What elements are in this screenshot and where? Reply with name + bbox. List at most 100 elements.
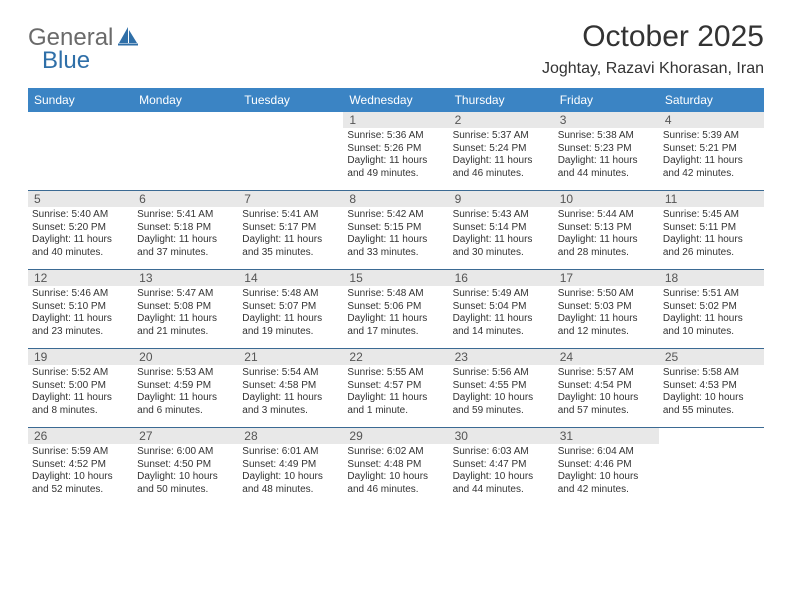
day-number: 6 (133, 191, 238, 207)
day-number: 30 (449, 428, 554, 444)
sunrise-text: Sunrise: 5:58 AM (663, 367, 760, 380)
daylight-text: Daylight: 10 hours and 59 minutes. (453, 392, 550, 417)
week-row: 5Sunrise: 5:40 AMSunset: 5:20 PMDaylight… (28, 190, 764, 269)
day-cell: 5Sunrise: 5:40 AMSunset: 5:20 PMDaylight… (28, 191, 133, 269)
daylight-text: Daylight: 10 hours and 55 minutes. (663, 392, 760, 417)
day-number: 25 (659, 349, 764, 365)
day-number: 29 (343, 428, 448, 444)
sunset-text: Sunset: 5:08 PM (137, 301, 234, 314)
sunrise-text: Sunrise: 5:45 AM (663, 209, 760, 222)
sunrise-text: Sunrise: 5:43 AM (453, 209, 550, 222)
day-content: Sunrise: 5:40 AMSunset: 5:20 PMDaylight:… (28, 207, 133, 263)
sunset-text: Sunset: 5:10 PM (32, 301, 129, 314)
sunrise-text: Sunrise: 5:48 AM (347, 288, 444, 301)
logo-text-blue: Blue (42, 47, 90, 75)
sunrise-text: Sunrise: 6:02 AM (347, 446, 444, 459)
sunset-text: Sunset: 5:15 PM (347, 222, 444, 235)
day-content: Sunrise: 5:57 AMSunset: 4:54 PMDaylight:… (554, 365, 659, 421)
title-block: October 2025 Joghtay, Razavi Khorasan, I… (542, 20, 764, 78)
sunrise-text: Sunrise: 6:00 AM (137, 446, 234, 459)
day-number: 19 (28, 349, 133, 365)
day-cell: 19Sunrise: 5:52 AMSunset: 5:00 PMDayligh… (28, 349, 133, 427)
day-content: Sunrise: 5:54 AMSunset: 4:58 PMDaylight:… (238, 365, 343, 421)
sunrise-text: Sunrise: 5:41 AM (137, 209, 234, 222)
day-content: Sunrise: 6:01 AMSunset: 4:49 PMDaylight:… (238, 444, 343, 500)
sunset-text: Sunset: 5:04 PM (453, 301, 550, 314)
daylight-text: Daylight: 11 hours and 12 minutes. (558, 313, 655, 338)
sunrise-text: Sunrise: 5:55 AM (347, 367, 444, 380)
daylight-text: Daylight: 11 hours and 14 minutes. (453, 313, 550, 338)
day-cell: 3Sunrise: 5:38 AMSunset: 5:23 PMDaylight… (554, 112, 659, 190)
sunrise-text: Sunrise: 5:50 AM (558, 288, 655, 301)
sunset-text: Sunset: 5:03 PM (558, 301, 655, 314)
day-number: 11 (659, 191, 764, 207)
day-cell: 4Sunrise: 5:39 AMSunset: 5:21 PMDaylight… (659, 112, 764, 190)
sunset-text: Sunset: 5:17 PM (242, 222, 339, 235)
day-number (238, 112, 343, 128)
day-number (133, 112, 238, 128)
sunset-text: Sunset: 4:48 PM (347, 459, 444, 472)
day-cell: 13Sunrise: 5:47 AMSunset: 5:08 PMDayligh… (133, 270, 238, 348)
day-number: 12 (28, 270, 133, 286)
day-number: 9 (449, 191, 554, 207)
week-row: 12Sunrise: 5:46 AMSunset: 5:10 PMDayligh… (28, 269, 764, 348)
day-number: 31 (554, 428, 659, 444)
sunrise-text: Sunrise: 5:47 AM (137, 288, 234, 301)
day-content: Sunrise: 5:38 AMSunset: 5:23 PMDaylight:… (554, 128, 659, 184)
sunrise-text: Sunrise: 5:37 AM (453, 130, 550, 143)
weekday-header: Tuesday (238, 88, 343, 112)
day-content: Sunrise: 5:53 AMSunset: 4:59 PMDaylight:… (133, 365, 238, 421)
weekday-header-row: Sunday Monday Tuesday Wednesday Thursday… (28, 88, 764, 112)
day-number: 17 (554, 270, 659, 286)
daylight-text: Daylight: 11 hours and 10 minutes. (663, 313, 760, 338)
daylight-text: Daylight: 11 hours and 26 minutes. (663, 234, 760, 259)
sunset-text: Sunset: 4:59 PM (137, 380, 234, 393)
day-content: Sunrise: 5:41 AMSunset: 5:18 PMDaylight:… (133, 207, 238, 263)
sunset-text: Sunset: 4:58 PM (242, 380, 339, 393)
day-cell: 22Sunrise: 5:55 AMSunset: 4:57 PMDayligh… (343, 349, 448, 427)
sunrise-text: Sunrise: 5:54 AM (242, 367, 339, 380)
sunset-text: Sunset: 5:24 PM (453, 143, 550, 156)
daylight-text: Daylight: 10 hours and 48 minutes. (242, 471, 339, 496)
sunrise-text: Sunrise: 6:04 AM (558, 446, 655, 459)
weekday-header: Friday (554, 88, 659, 112)
day-number: 14 (238, 270, 343, 286)
day-content: Sunrise: 5:36 AMSunset: 5:26 PMDaylight:… (343, 128, 448, 184)
sunset-text: Sunset: 5:13 PM (558, 222, 655, 235)
sunrise-text: Sunrise: 5:36 AM (347, 130, 444, 143)
daylight-text: Daylight: 10 hours and 57 minutes. (558, 392, 655, 417)
daylight-text: Daylight: 11 hours and 37 minutes. (137, 234, 234, 259)
day-number: 4 (659, 112, 764, 128)
daylight-text: Daylight: 10 hours and 52 minutes. (32, 471, 129, 496)
day-cell: 20Sunrise: 5:53 AMSunset: 4:59 PMDayligh… (133, 349, 238, 427)
day-cell: 31Sunrise: 6:04 AMSunset: 4:46 PMDayligh… (554, 428, 659, 506)
sunrise-text: Sunrise: 5:59 AM (32, 446, 129, 459)
day-cell: 8Sunrise: 5:42 AMSunset: 5:15 PMDaylight… (343, 191, 448, 269)
month-title: October 2025 (542, 20, 764, 54)
day-content: Sunrise: 5:46 AMSunset: 5:10 PMDaylight:… (28, 286, 133, 342)
day-content: Sunrise: 5:48 AMSunset: 5:06 PMDaylight:… (343, 286, 448, 342)
sunrise-text: Sunrise: 5:52 AM (32, 367, 129, 380)
day-cell: 26Sunrise: 5:59 AMSunset: 4:52 PMDayligh… (28, 428, 133, 506)
sunrise-text: Sunrise: 5:41 AM (242, 209, 339, 222)
sunset-text: Sunset: 5:06 PM (347, 301, 444, 314)
sunrise-text: Sunrise: 5:51 AM (663, 288, 760, 301)
daylight-text: Daylight: 10 hours and 50 minutes. (137, 471, 234, 496)
day-cell: 21Sunrise: 5:54 AMSunset: 4:58 PMDayligh… (238, 349, 343, 427)
daylight-text: Daylight: 11 hours and 1 minute. (347, 392, 444, 417)
weekday-header: Monday (133, 88, 238, 112)
sunset-text: Sunset: 5:07 PM (242, 301, 339, 314)
day-cell: 16Sunrise: 5:49 AMSunset: 5:04 PMDayligh… (449, 270, 554, 348)
day-number: 7 (238, 191, 343, 207)
day-content: Sunrise: 6:04 AMSunset: 4:46 PMDaylight:… (554, 444, 659, 500)
daylight-text: Daylight: 11 hours and 19 minutes. (242, 313, 339, 338)
day-cell (238, 112, 343, 190)
sunset-text: Sunset: 4:50 PM (137, 459, 234, 472)
day-number: 15 (343, 270, 448, 286)
day-cell (28, 112, 133, 190)
sunset-text: Sunset: 4:53 PM (663, 380, 760, 393)
day-cell: 30Sunrise: 6:03 AMSunset: 4:47 PMDayligh… (449, 428, 554, 506)
daylight-text: Daylight: 11 hours and 44 minutes. (558, 155, 655, 180)
day-cell: 28Sunrise: 6:01 AMSunset: 4:49 PMDayligh… (238, 428, 343, 506)
sunset-text: Sunset: 5:14 PM (453, 222, 550, 235)
